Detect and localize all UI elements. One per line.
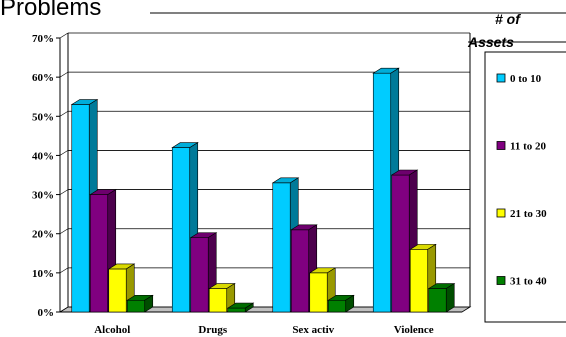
gridline-depth xyxy=(59,267,69,274)
legend-title-line-1: # of xyxy=(495,11,521,27)
bar xyxy=(327,294,355,313)
gridline-depth xyxy=(59,71,69,78)
bar-front xyxy=(409,249,429,313)
bars xyxy=(70,67,456,313)
bar-front xyxy=(126,299,146,313)
chart-title: Problems xyxy=(0,0,101,21)
bar-front xyxy=(309,272,328,313)
y-tick-label: 50% xyxy=(32,111,54,123)
bar xyxy=(208,282,236,313)
bar xyxy=(226,302,255,313)
legend-entry: 31 to 40 xyxy=(496,276,547,288)
bar-front xyxy=(391,174,410,313)
legend-label: 11 to 20 xyxy=(510,141,547,153)
gridline-depth xyxy=(59,32,69,39)
bar-side xyxy=(244,302,254,313)
bar-side xyxy=(144,294,154,313)
bar-front xyxy=(272,182,291,313)
legend-label: 21 to 30 xyxy=(510,208,547,220)
x-category-label: Drugs xyxy=(198,324,227,336)
y-axis-ticks: 0% 10% 20% 30% 40% 50% 60% 70% xyxy=(32,33,60,319)
bar-front xyxy=(190,237,209,313)
bar-front xyxy=(208,288,228,313)
y-tick-label: 10% xyxy=(32,268,54,280)
y-tick-label: 60% xyxy=(32,72,54,84)
bar xyxy=(427,282,456,313)
legend: 0 to 10 11 to 20 21 to 30 31 to 40 xyxy=(468,41,566,323)
x-axis-categories: Alcohol Drugs Sex activ Violence xyxy=(94,324,434,336)
x-category-label: Sex activ xyxy=(292,324,334,336)
gridline-depth xyxy=(59,150,69,156)
legend-swatch xyxy=(496,141,506,150)
legend-swatch xyxy=(496,276,506,285)
legend-entry: 11 to 20 xyxy=(496,141,547,153)
y-tick-label: 0% xyxy=(38,307,55,319)
gridline-depth xyxy=(59,111,69,117)
x-category-label: Violence xyxy=(394,324,434,336)
legend-title-line-2: Assets xyxy=(467,34,514,50)
legend-entry: 21 to 30 xyxy=(496,208,547,220)
bar-front xyxy=(227,307,246,313)
gridline-depth xyxy=(59,228,69,234)
legend-swatch xyxy=(496,208,506,218)
bar-side xyxy=(345,294,355,313)
bar-front xyxy=(372,72,392,313)
legend-swatch xyxy=(496,73,506,83)
gridline-depth xyxy=(59,306,69,313)
bar-front xyxy=(428,288,447,313)
bar-front xyxy=(290,229,310,313)
bar-front xyxy=(71,104,90,313)
legend-label: 0 to 10 xyxy=(510,73,542,85)
y-tick-label: 30% xyxy=(32,190,54,202)
bar-side xyxy=(445,282,455,313)
y-tick-label: 70% xyxy=(32,33,54,45)
bar-front xyxy=(89,194,109,313)
bar-front xyxy=(171,147,191,313)
bar-front xyxy=(108,268,127,313)
gridline-depth xyxy=(59,189,69,195)
bar xyxy=(126,294,154,313)
x-category-label: Alcohol xyxy=(94,324,130,336)
legend-label: 31 to 40 xyxy=(510,276,547,288)
y-tick-label: 20% xyxy=(32,229,54,241)
y-tick-label: 40% xyxy=(32,150,54,162)
legend-entry: 0 to 10 xyxy=(496,73,542,85)
bar-front xyxy=(327,299,347,313)
